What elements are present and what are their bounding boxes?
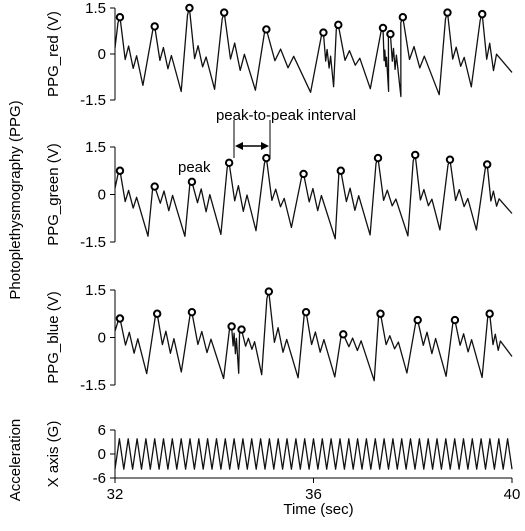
y-tick-label: 0 bbox=[98, 187, 106, 204]
y-tick-label: -1.5 bbox=[80, 234, 106, 251]
peak-marker bbox=[115, 314, 125, 323]
peak-marker bbox=[264, 287, 274, 296]
x-tick-label: 32 bbox=[107, 486, 124, 503]
y-tick-label: 1.5 bbox=[85, 139, 106, 156]
trace-red bbox=[114, 7, 513, 98]
peak-marker bbox=[398, 13, 408, 22]
y-tick-label: 0 bbox=[98, 330, 106, 347]
panels: 1.5 0 -1.5 PPG_red (V) 1.5 0 -1.5 PPG_green (V)… bbox=[45, 0, 520, 518]
panel-blue: 1.5 0 -1.5 PPG_blue (V) bbox=[45, 282, 513, 394]
peak-marker bbox=[187, 307, 197, 317]
peak-marker bbox=[334, 20, 343, 30]
y-tick-label: 1.5 bbox=[85, 282, 106, 299]
peak-marker bbox=[336, 166, 345, 175]
interval-arrow-right-head bbox=[261, 142, 269, 150]
y-axis-label-green: PPG_green (V) bbox=[45, 143, 62, 246]
peak-marker bbox=[150, 22, 159, 31]
x-axis-label: Time (sec) bbox=[283, 501, 353, 518]
y-tick-label: 0 bbox=[98, 446, 106, 463]
y-tick-label: -1.5 bbox=[80, 377, 106, 394]
peak-marker bbox=[482, 160, 492, 169]
interval-arrow-left-head bbox=[235, 142, 243, 150]
y-tick-label: 6 bbox=[98, 422, 106, 439]
peak-marker bbox=[378, 23, 388, 33]
panel-green: 1.5 0 -1.5 PPG_green (V) bbox=[45, 139, 513, 251]
peak-marker bbox=[299, 169, 308, 179]
y-tick-label: -1.5 bbox=[80, 92, 106, 109]
peak-marker bbox=[443, 8, 452, 17]
x-tick-label: 36 bbox=[305, 486, 322, 503]
panel-accel: 6 0 -6 X axis (G) 32 36 40 Time (sec) bbox=[45, 421, 520, 518]
y-tick-label: 0 bbox=[98, 46, 106, 63]
y-axis-label-accel: X axis (G) bbox=[45, 421, 62, 488]
peak-marker bbox=[237, 325, 246, 334]
peak-marker bbox=[219, 8, 229, 17]
ppg-group-label: Photoplethysmography (PPG) bbox=[7, 100, 24, 299]
peak-marker bbox=[386, 29, 395, 39]
y-tick-label: -6 bbox=[93, 470, 106, 487]
y-axis-label-red: PPG_red (V) bbox=[45, 11, 62, 97]
y-axis-label-blue: PPG_blue (V) bbox=[45, 291, 62, 384]
peak-marker bbox=[262, 153, 271, 163]
peak-marker bbox=[339, 330, 348, 339]
accel-group-label: Acceleration bbox=[7, 419, 24, 502]
peak-marker bbox=[187, 177, 197, 187]
peak-marker bbox=[445, 155, 455, 164]
peak-marker bbox=[262, 25, 271, 34]
peak-marker bbox=[450, 315, 460, 325]
peak-marker bbox=[411, 150, 420, 160]
peak-marker bbox=[485, 309, 494, 318]
peak-annotation: peak bbox=[178, 159, 211, 176]
peak-marker bbox=[413, 315, 422, 325]
peak-marker bbox=[376, 309, 385, 318]
panel-red: 1.5 0 -1.5 PPG_red (V) bbox=[45, 0, 513, 109]
peak-marker bbox=[185, 3, 194, 13]
peak-marker bbox=[150, 182, 159, 191]
interval-annotation: peak-to-peak interval bbox=[216, 107, 356, 124]
trace-green bbox=[114, 154, 513, 240]
peak-marker bbox=[478, 9, 487, 19]
peak-marker bbox=[152, 309, 162, 318]
y-tick-label: 1.5 bbox=[85, 0, 106, 17]
peak-marker bbox=[301, 307, 311, 317]
peak-marker bbox=[224, 158, 234, 168]
peak-marker bbox=[115, 166, 125, 175]
trace-blue bbox=[114, 290, 513, 382]
peak-marker bbox=[373, 153, 383, 163]
trace-accel-x bbox=[114, 438, 513, 470]
peak-marker bbox=[227, 322, 236, 331]
peak-marker bbox=[115, 13, 125, 22]
x-tick-label: 40 bbox=[504, 486, 521, 503]
peak-marker bbox=[319, 28, 328, 37]
